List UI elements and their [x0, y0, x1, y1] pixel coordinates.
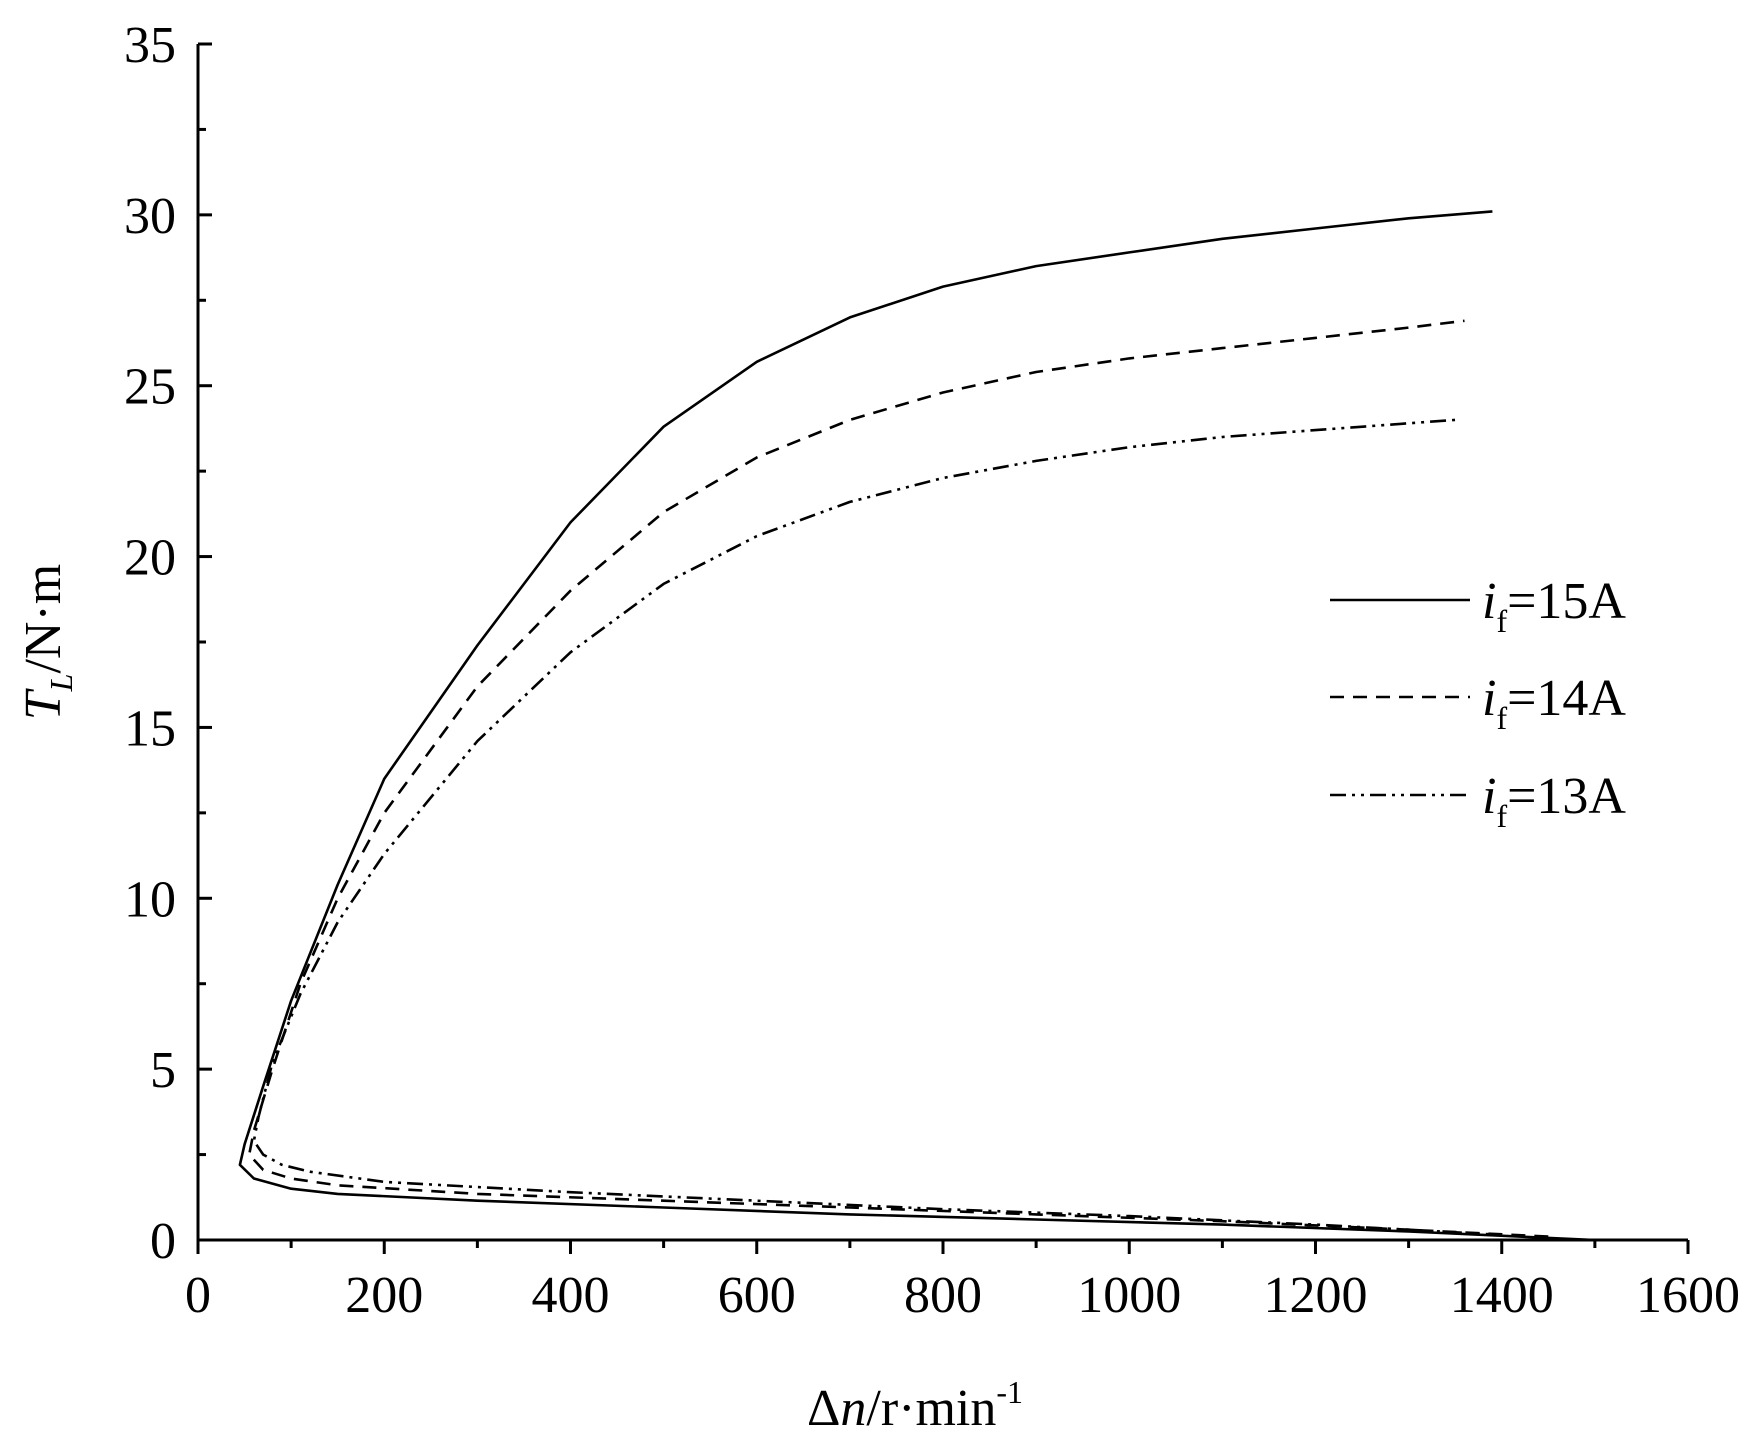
y-axis-title-unit: /N·m [15, 564, 72, 674]
legend-label-1: if=15A [1482, 573, 1626, 639]
x-tick-label: 1400 [1450, 1267, 1554, 1324]
legend-label-rest: =14A [1507, 670, 1626, 727]
x-axis-title: Δn/r·min-1 [807, 1374, 1023, 1437]
series-line-3 [252, 418, 1502, 1237]
legend-label-2: if=14A [1482, 670, 1626, 736]
legend-label-sub: f [1496, 700, 1507, 736]
y-axis-title-sub: L [43, 674, 79, 693]
y-tick-label: 25 [124, 359, 176, 416]
x-tick-label: 1000 [1077, 1267, 1181, 1324]
y-tick-label: 10 [124, 871, 176, 928]
plot-area: 0 200 400 600 800 1000 1200 1400 1600 0 5 10 15 20 25… [124, 17, 1740, 1324]
y-tick-label: 20 [124, 530, 176, 587]
legend-label-rest: =15A [1507, 573, 1626, 630]
y-axis-title-var: T [15, 688, 72, 720]
y-tick-label: 35 [124, 17, 176, 74]
x-tick-label: 200 [345, 1267, 423, 1324]
y-tick-label: 15 [124, 700, 176, 757]
legend-label-3: if=13A [1482, 768, 1626, 834]
series-line-1 [238, 210, 1595, 1242]
x-tick-label: 1200 [1264, 1267, 1368, 1324]
legend-label-rest: =13A [1507, 768, 1626, 825]
legend-label-sub: f [1496, 798, 1507, 834]
x-axis-title-unit: /r·min [866, 1380, 996, 1437]
y-tick-label: 5 [150, 1042, 176, 1099]
y-tick-label: 30 [124, 188, 176, 245]
x-ticks: 0 200 400 600 800 1000 1200 1400 1600 [185, 1240, 1740, 1324]
x-tick-label: 1600 [1636, 1267, 1740, 1324]
x-axis-title-exp: -1 [996, 1374, 1023, 1410]
x-axis-title-symbol: Δ [807, 1380, 840, 1437]
x-tick-label: 400 [532, 1267, 610, 1324]
x-tick-label: 800 [904, 1267, 982, 1324]
legend-label-var: i [1482, 768, 1496, 825]
y-axis-title: TL/N·m [15, 564, 79, 720]
legend-label-sub: f [1496, 603, 1507, 639]
y-ticks: 0 5 10 15 20 25 30 35 [124, 17, 212, 1270]
y-tick-label: 0 [150, 1213, 176, 1270]
x-tick-label: 600 [718, 1267, 796, 1324]
legend-label-var: i [1482, 670, 1496, 727]
legend-label-var: i [1482, 573, 1496, 630]
series-line-2 [247, 319, 1549, 1238]
series-lines [238, 210, 1595, 1242]
x-axis-title-var: n [840, 1380, 866, 1437]
x-tick-label: 0 [185, 1267, 211, 1324]
